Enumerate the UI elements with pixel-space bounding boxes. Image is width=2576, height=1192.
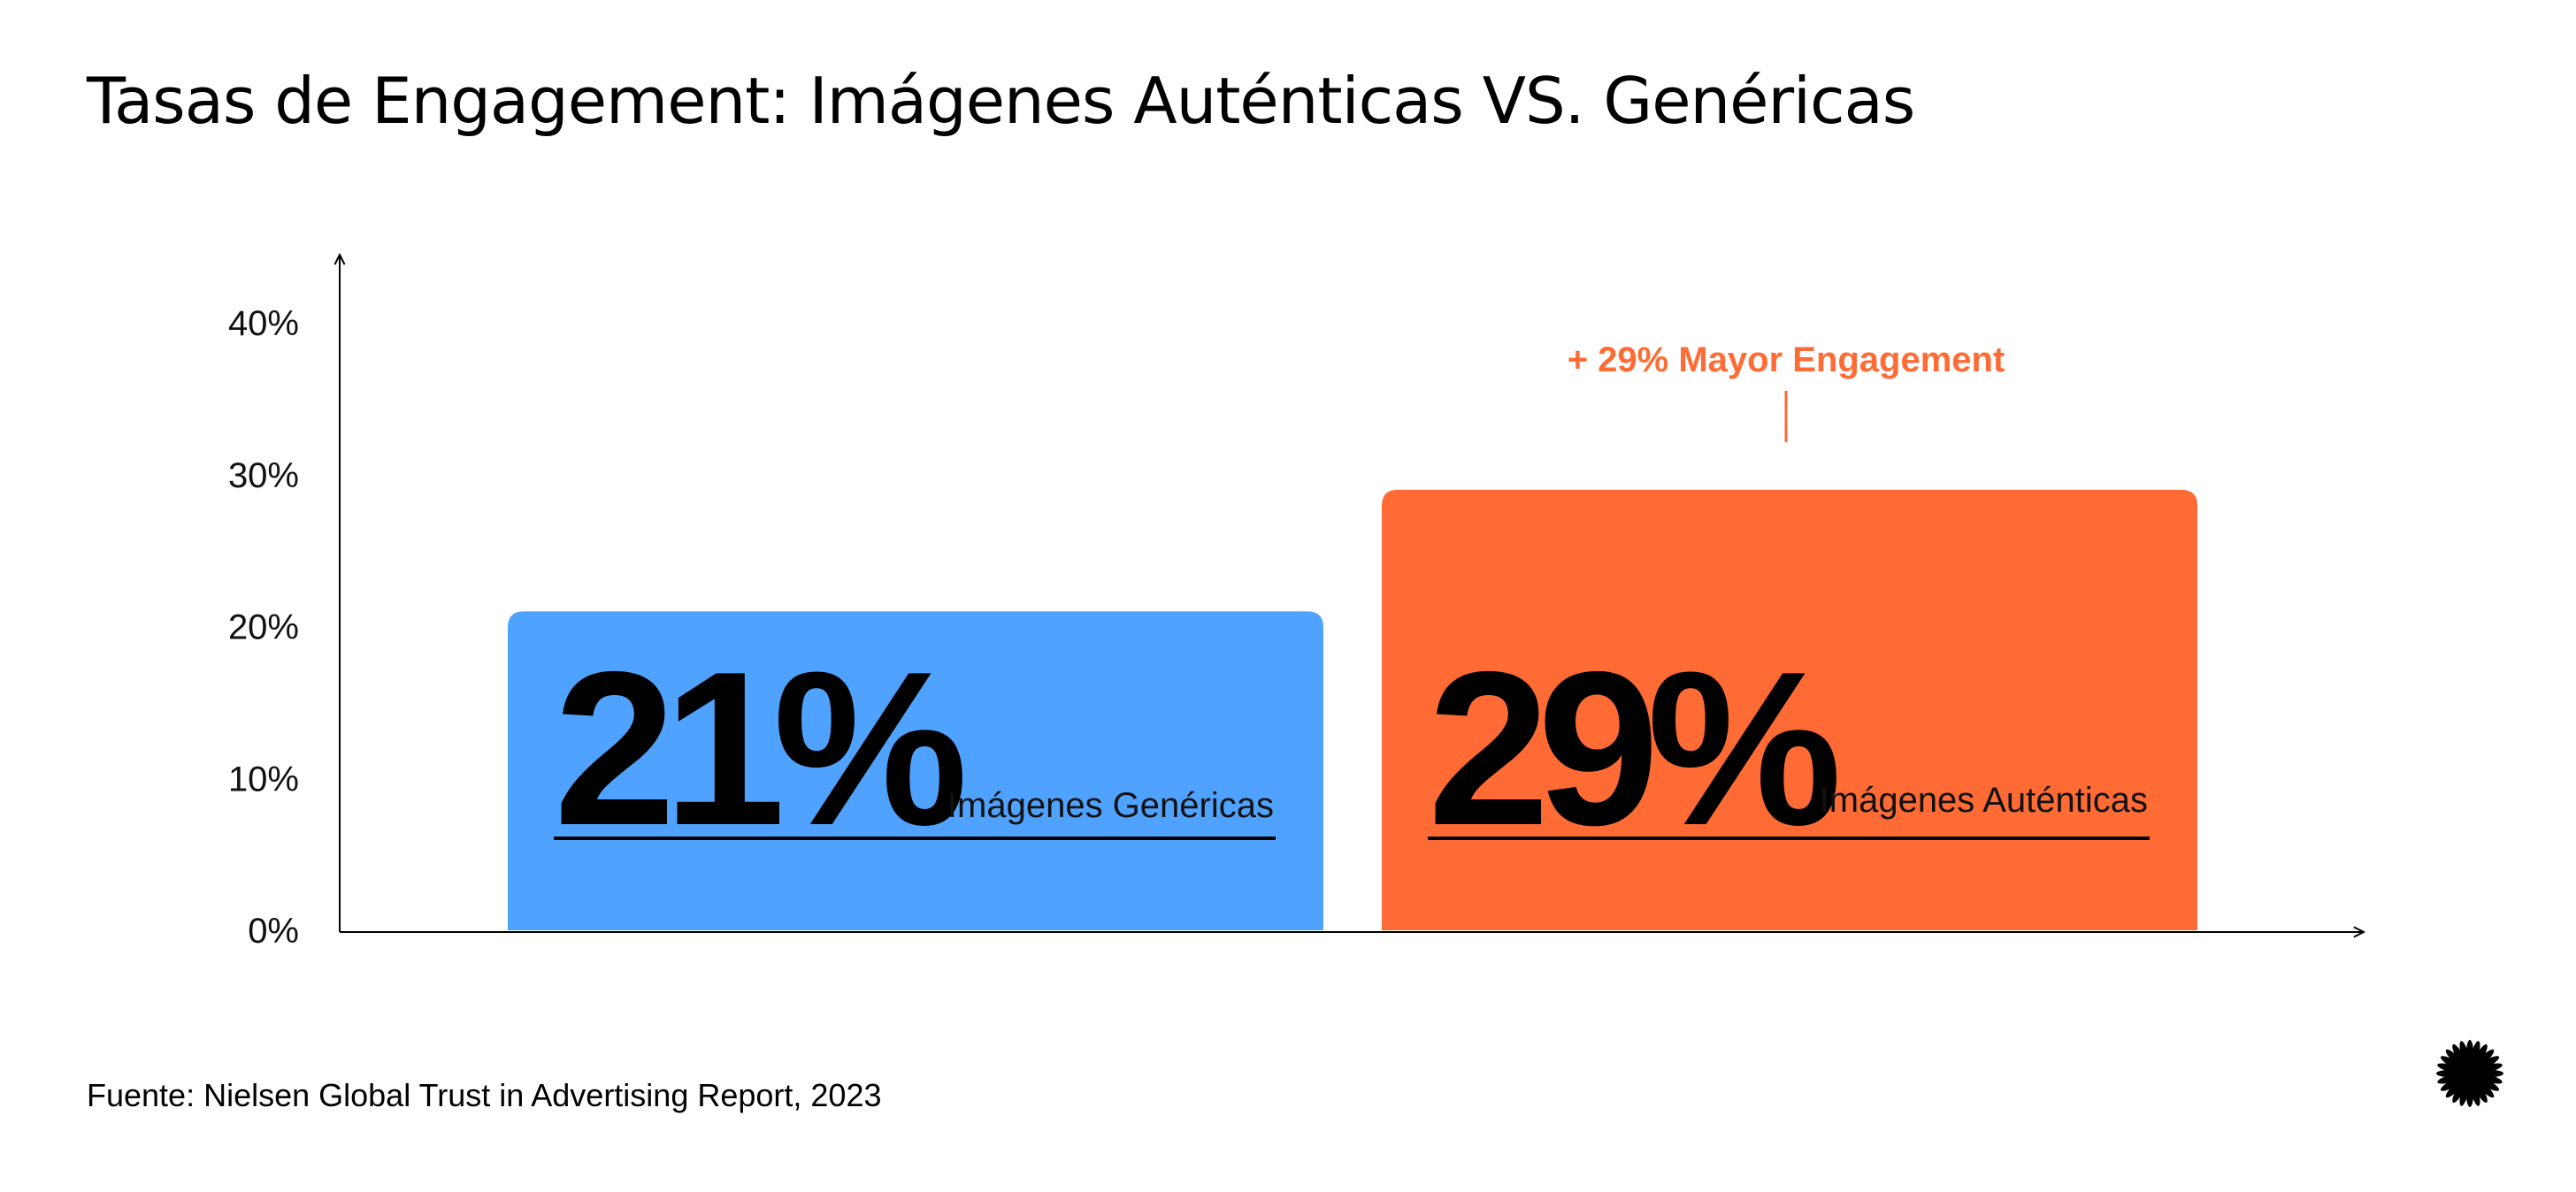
starburst-icon [2436,1040,2503,1107]
annotation: + 29% Mayor Engagement [1568,340,2005,442]
bar [508,611,1323,930]
annotation-text: + 29% Mayor Engagement [1568,340,2005,379]
bar [1382,489,2197,930]
starburst-petal [2472,1043,2488,1069]
chart-axes [340,255,2364,932]
starburst-petal [2472,1076,2495,1098]
category-label: Imágenes Genéricas [947,786,1274,825]
starburst-petal [2445,1076,2467,1098]
starburst-petal [2459,1078,2471,1106]
source-note: Fuente: Nielsen Global Trust in Advertis… [87,1077,882,1113]
y-tick-label: 30% [228,456,299,495]
y-tick-label: 40% [228,304,299,343]
starburst-petal [2469,1041,2480,1069]
y-tick-label: 0% [248,912,299,951]
starburst-petal [2459,1041,2471,1069]
starburst-petal [2474,1073,2503,1084]
category-label: Imágenes Auténticas [1820,781,2148,820]
starburst-petal [2437,1063,2465,1074]
starburst-petal [2440,1056,2465,1072]
y-tick-label: 20% [228,608,299,647]
y-axis-ticks: 0% 10% 20% 30% 40% [228,304,299,951]
starburst-petal [2452,1078,2468,1104]
bars: 21%Imágenes Genéricas 29%Imágenes Auténti… [508,489,2197,930]
starburst-center [2459,1063,2480,1084]
bar-value-label: 29% [1428,625,1836,871]
bar-value-label: 21% [554,625,962,871]
starburst-petal [2474,1075,2500,1091]
chart-title: Tasas de Engagement: Imágenes Auténticas… [87,64,1915,138]
starburst-petal [2472,1049,2495,1071]
starburst-petal [2445,1049,2467,1071]
y-tick-label: 10% [228,760,299,798]
